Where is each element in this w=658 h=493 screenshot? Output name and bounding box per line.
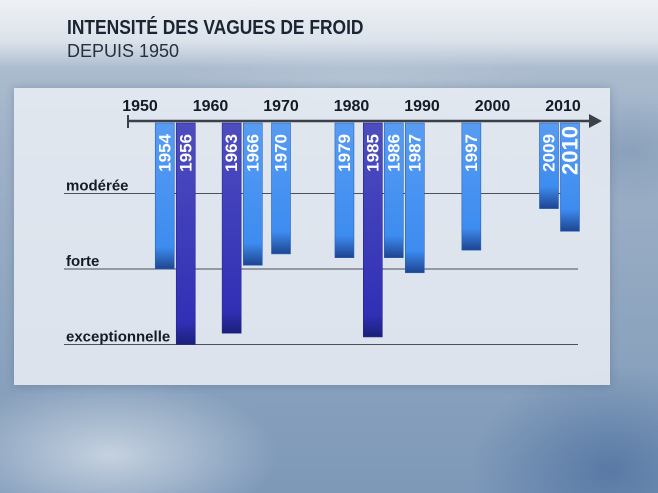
y-axis-gridlines: modérée forte exceptionnelle <box>64 178 578 346</box>
x-tick-label-1960: 1960 <box>193 98 229 115</box>
bar-label-1997: 1997 <box>462 134 481 172</box>
y-tick-label-3: exceptionnelle <box>66 329 170 346</box>
bar-1985 <box>362 122 383 338</box>
bar-1979 <box>334 122 355 258</box>
x-tick-label-1980: 1980 <box>334 98 370 115</box>
bar-label-1963: 1963 <box>222 134 241 172</box>
bar-label-1979: 1979 <box>335 134 354 172</box>
y-tick-label-1: modérée <box>66 178 129 195</box>
bar-label-1986: 1986 <box>384 134 403 172</box>
chart-title: INTENSITÉ DES VAGUES DE FROID <box>67 17 364 39</box>
x-tick-label-1990: 1990 <box>404 98 440 115</box>
bar-label-1987: 1987 <box>405 134 424 172</box>
x-tick-label-1950: 1950 <box>122 98 158 115</box>
bar-1987 <box>404 122 425 274</box>
bar-1997 <box>461 122 482 251</box>
bar-label-1954: 1954 <box>155 133 174 171</box>
x-tick-label-1970: 1970 <box>263 98 299 115</box>
bar-label-1970: 1970 <box>272 134 291 172</box>
chart-panel <box>14 88 610 385</box>
bar-label-1956: 1956 <box>176 134 195 172</box>
bar-1956 <box>175 122 196 345</box>
bars: 1954 1956 1963 1966 1970 1979 1985 1986 1987 1997… <box>154 122 582 345</box>
chart-subtitle: DEPUIS 1950 <box>67 41 180 61</box>
bar-2009 <box>539 122 559 209</box>
bar-label-2009: 2009 <box>539 134 558 172</box>
bar-1970 <box>271 122 291 255</box>
bar-1954 <box>154 122 175 270</box>
header-band <box>0 0 658 68</box>
bar-label-1966: 1966 <box>243 134 262 172</box>
bar-2010 <box>560 122 580 232</box>
bar-1986 <box>383 122 404 258</box>
x-axis-arrowhead <box>589 114 602 128</box>
bar-label-2010: 2010 <box>557 126 582 175</box>
x-tick-label-2000: 2000 <box>475 98 511 115</box>
bar-1963 <box>221 122 242 334</box>
y-tick-label-2: forte <box>66 253 99 270</box>
x-tick-label-2010: 2010 <box>545 98 581 115</box>
bar-1966 <box>243 122 263 266</box>
x-axis: 1950 1960 1970 1980 1990 2000 2010 <box>122 98 602 128</box>
bar-label-1985: 1985 <box>363 134 382 172</box>
